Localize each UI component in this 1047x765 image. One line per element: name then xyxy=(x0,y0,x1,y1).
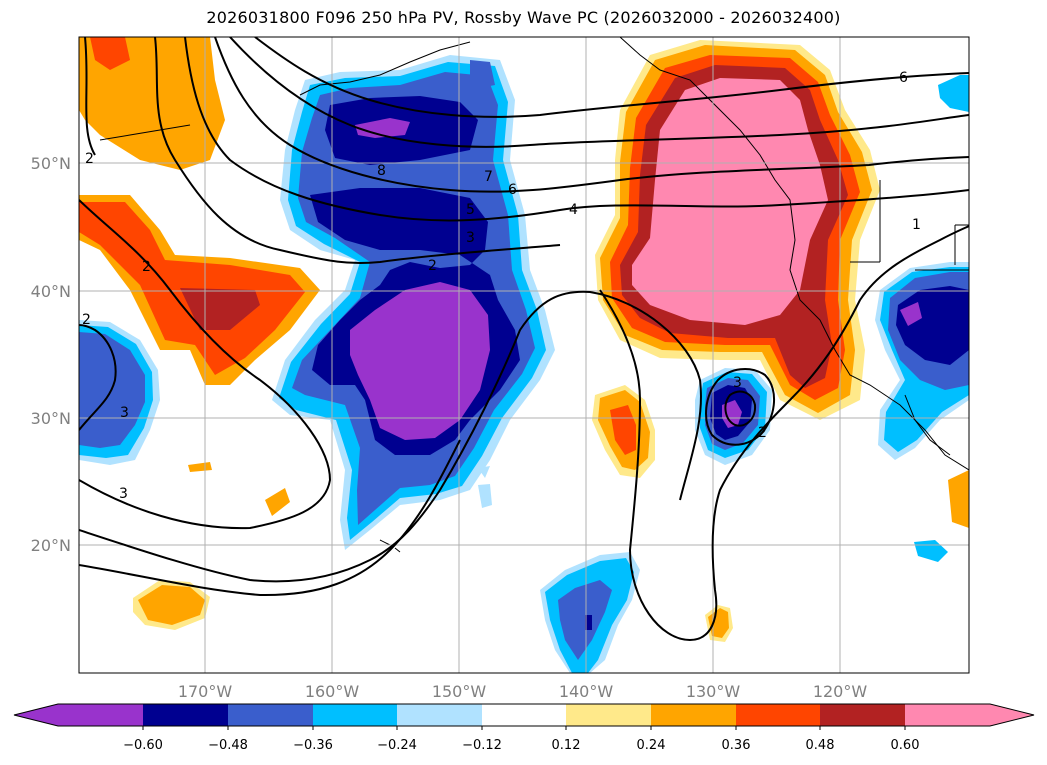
colorbar-tick-label: 0.12 xyxy=(552,738,581,753)
lon-label: 170°W xyxy=(178,682,233,701)
contour-label: 7 xyxy=(484,169,493,185)
lon-label: 120°W xyxy=(813,682,868,701)
contour-label: 4 xyxy=(569,202,578,218)
colorbar-bin xyxy=(905,704,990,726)
positive-anomaly-top-left-core xyxy=(90,37,130,70)
colorbar-tick-label: 0.48 xyxy=(806,738,835,753)
contour-label: 2 xyxy=(85,151,94,167)
longitude-labels: 170°W 160°W 150°W 140°W 130°W 120°W xyxy=(178,682,868,701)
colorbar-bin xyxy=(651,704,736,726)
colorbar-extend-min xyxy=(14,704,58,726)
colorbar-bin xyxy=(397,704,482,726)
contour-label: 6 xyxy=(508,182,517,198)
positive-anomaly-top-left xyxy=(79,37,225,170)
lat-label: 20°N xyxy=(31,536,71,555)
colorbar-bin xyxy=(58,704,143,726)
colorbar-tick-label: 0.36 xyxy=(722,738,751,753)
colorbar-bin xyxy=(143,704,228,726)
colorbar-tick-label: −0.48 xyxy=(208,738,248,753)
map-frame xyxy=(78,36,970,674)
contour-label: 1 xyxy=(912,217,921,233)
contour-label: 3 xyxy=(733,375,742,391)
lon-label: 160°W xyxy=(305,682,360,701)
lat-label: 30°N xyxy=(31,409,71,428)
map-title: 2026031800 F096 250 hPa PV, Rossby Wave … xyxy=(206,8,841,27)
lon-label: 150°W xyxy=(432,682,487,701)
colorbar-bin xyxy=(566,704,651,726)
latitude-labels: 50°N 40°N 30°N 20°N xyxy=(31,154,71,555)
contour-label: 3 xyxy=(120,405,129,421)
colorbar-tick-label: 0.60 xyxy=(891,738,920,753)
colorbar-bin xyxy=(736,704,820,726)
colorbar-tick-label: −0.24 xyxy=(377,738,417,753)
colorbar-outline xyxy=(13,703,1035,727)
gridlines xyxy=(79,37,969,673)
contour-label: 8 xyxy=(377,163,386,179)
contour-label: 2 xyxy=(758,425,767,441)
contour-label: 2 xyxy=(82,312,91,328)
positive-anomaly-small-2 xyxy=(265,488,290,516)
contour-label: 3 xyxy=(466,230,475,246)
colorbar-tick-label: −0.36 xyxy=(293,738,333,753)
colorbar-bin xyxy=(482,704,566,726)
lat-label: 50°N xyxy=(31,154,71,173)
lat-label: 40°N xyxy=(31,282,71,301)
colorbar-bin xyxy=(313,704,397,726)
lon-label: 130°W xyxy=(686,682,741,701)
colorbar: −0.60 −0.48 −0.36 −0.24 −0.12 0.12 0.24 … xyxy=(13,703,1035,753)
contour-label: 2 xyxy=(428,258,437,274)
contour-labels: 2 8 7 6 5 4 3 2 6 1 2 3 3 2 2 3 xyxy=(82,70,921,502)
negative-anomaly-core xyxy=(350,282,490,440)
colorbar-bin xyxy=(820,704,905,726)
lon-label: 140°W xyxy=(559,682,614,701)
contour-label: 6 xyxy=(899,70,908,86)
colorbar-bin xyxy=(228,704,313,726)
colorbar-tick-label: −0.60 xyxy=(123,738,163,753)
contour-label: 2 xyxy=(142,259,151,275)
contour-label: 5 xyxy=(466,202,475,218)
colorbar-tick-label: 0.24 xyxy=(637,738,666,753)
pv-contours xyxy=(79,37,969,642)
coastlines xyxy=(99,37,969,553)
positive-anomaly-baja xyxy=(948,470,969,528)
negative-anomaly-small xyxy=(478,466,490,478)
contour-label: 3 xyxy=(119,486,128,502)
colorbar-tick-label: −0.12 xyxy=(462,738,502,753)
colorbar-extend-max xyxy=(990,704,1034,726)
positive-anomaly-small-1 xyxy=(188,462,212,472)
pv-shading xyxy=(79,37,969,673)
